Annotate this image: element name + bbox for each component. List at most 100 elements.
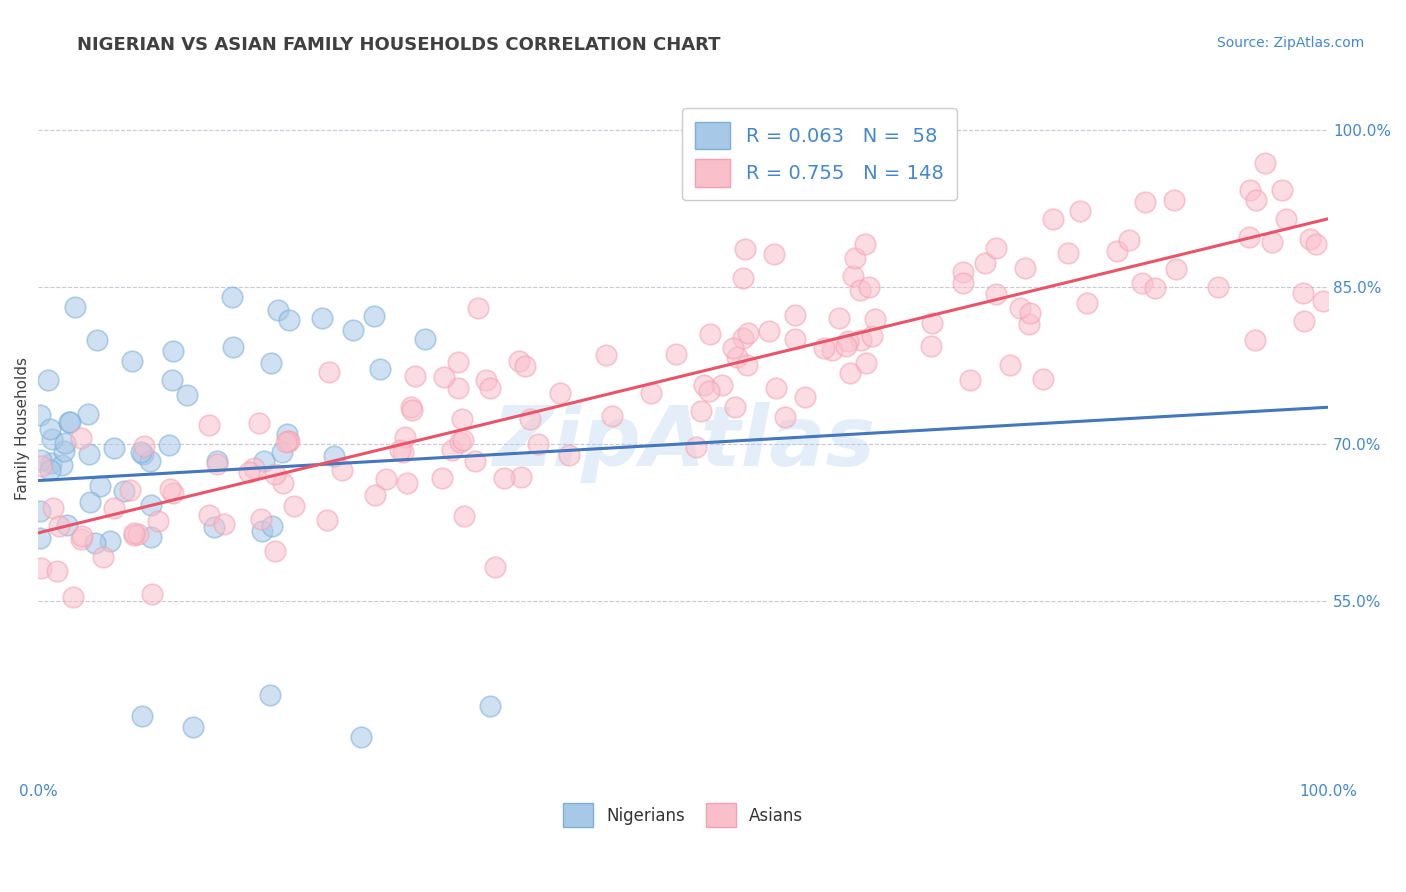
Point	[202, 520, 225, 534]
Point	[79, 495, 101, 509]
Point	[430, 471, 453, 485]
Point	[197, 508, 219, 522]
Point	[212, 516, 235, 531]
Point	[1246, 194, 1268, 208]
Point	[735, 358, 758, 372]
Point	[242, 461, 264, 475]
Point	[526, 437, 548, 451]
Point	[28, 504, 51, 518]
Point	[38, 463, 60, 477]
Point	[1271, 183, 1294, 197]
Point	[1130, 276, 1153, 290]
Text: ZipAtlas: ZipAtlas	[492, 401, 875, 483]
Point	[276, 427, 298, 442]
Point	[264, 467, 287, 481]
Point	[316, 513, 339, 527]
Point	[783, 308, 806, 322]
Point	[30, 459, 52, 474]
Point	[478, 698, 501, 713]
Point	[259, 688, 281, 702]
Point	[318, 365, 340, 379]
Point	[851, 333, 873, 347]
Point	[440, 443, 463, 458]
Point	[973, 256, 995, 270]
Point	[277, 313, 299, 327]
Point	[1076, 295, 1098, 310]
Point	[271, 475, 294, 490]
Point	[451, 434, 474, 448]
Point	[1118, 233, 1140, 247]
Point	[433, 369, 456, 384]
Point	[447, 381, 470, 395]
Point	[364, 488, 387, 502]
Point	[952, 276, 974, 290]
Point	[399, 400, 422, 414]
Point	[548, 386, 571, 401]
Point	[38, 422, 60, 436]
Point	[763, 247, 786, 261]
Point	[509, 470, 531, 484]
Point	[388, 443, 411, 458]
Point	[250, 512, 273, 526]
Point	[122, 526, 145, 541]
Point	[1000, 358, 1022, 372]
Point	[162, 373, 184, 387]
Point	[1010, 301, 1032, 315]
Point	[395, 476, 418, 491]
Point	[264, 544, 287, 558]
Point	[600, 409, 623, 423]
Point	[176, 388, 198, 402]
Point	[1299, 232, 1322, 246]
Point	[1019, 306, 1042, 320]
Point	[758, 324, 780, 338]
Point	[53, 444, 76, 458]
Point	[515, 359, 537, 373]
Point	[181, 720, 204, 734]
Point	[221, 290, 243, 304]
Text: Source: ZipAtlas.com: Source: ZipAtlas.com	[1216, 36, 1364, 50]
Point	[122, 528, 145, 542]
Point	[53, 435, 76, 450]
Point	[1254, 156, 1277, 170]
Point	[277, 434, 299, 448]
Point	[794, 390, 817, 404]
Point	[484, 559, 506, 574]
Point	[330, 463, 353, 477]
Point	[820, 343, 842, 357]
Point	[363, 309, 385, 323]
Point	[89, 479, 111, 493]
Point	[100, 534, 122, 549]
Point	[1032, 372, 1054, 386]
Point	[121, 354, 143, 368]
Point	[342, 323, 364, 337]
Point	[58, 415, 80, 429]
Point	[1163, 193, 1185, 207]
Point	[519, 412, 541, 426]
Point	[93, 549, 115, 564]
Point	[205, 454, 228, 468]
Point	[276, 435, 298, 450]
Point	[69, 431, 91, 445]
Point	[1261, 235, 1284, 250]
Point	[492, 471, 515, 485]
Point	[1294, 314, 1316, 328]
Point	[765, 381, 787, 395]
Point	[711, 378, 734, 392]
Point	[162, 486, 184, 500]
Point	[46, 564, 69, 578]
Point	[665, 346, 688, 360]
Point	[453, 509, 475, 524]
Point	[157, 438, 180, 452]
Point	[1292, 285, 1315, 300]
Point	[84, 535, 107, 549]
Point	[737, 326, 759, 340]
Point	[311, 311, 333, 326]
Point	[734, 242, 756, 256]
Point	[731, 271, 754, 285]
Point	[1056, 246, 1078, 260]
Point	[394, 430, 416, 444]
Point	[508, 354, 530, 368]
Point	[835, 339, 858, 353]
Point	[250, 524, 273, 538]
Point	[595, 348, 617, 362]
